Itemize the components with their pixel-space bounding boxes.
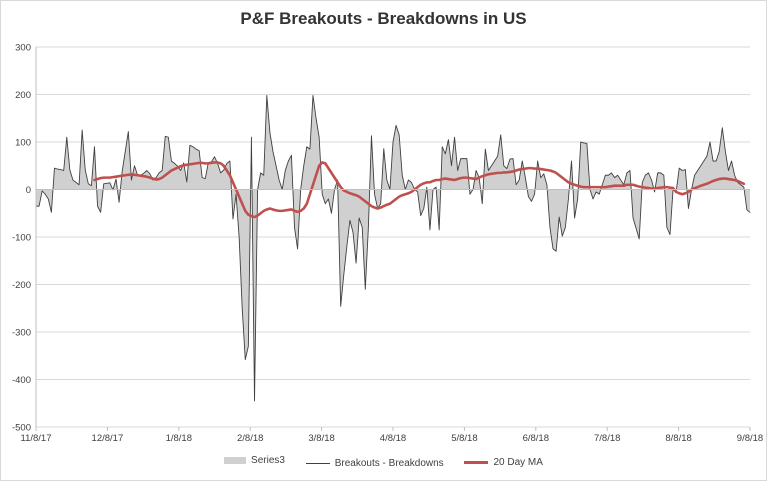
x-tick-label: 11/8/17: [21, 433, 52, 444]
x-tick-label: 4/8/18: [380, 433, 406, 444]
y-tick-label: -400: [12, 375, 31, 386]
y-tick-label: -100: [12, 233, 31, 244]
series-breakouts-breakdowns-line: [35, 95, 751, 402]
y-tick-label: -300: [12, 328, 31, 339]
y-tick-label: 0: [26, 185, 31, 196]
line-series-layer: [35, 95, 751, 402]
y-tick-label: -500: [12, 423, 31, 434]
gridlines: [36, 46, 750, 428]
legend-item-breakouts-breakdowns: Breakouts - Breakdowns: [305, 458, 444, 469]
legend-label-series3: Series3: [251, 455, 285, 466]
legend: Series3 Breakouts - Breakdowns 20 Day MA: [0, 455, 767, 469]
x-tick-label: 8/8/18: [665, 433, 691, 444]
x-tick-label: 7/8/18: [594, 433, 620, 444]
x-tick-label: 1/8/18: [166, 433, 192, 444]
y-tick-label: -200: [12, 280, 31, 291]
legend-label-breakouts-breakdowns: Breakouts - Breakdowns: [334, 458, 444, 469]
legend-swatch-series3: [224, 457, 247, 464]
x-tick-label: 5/8/18: [451, 433, 477, 444]
x-tick-label: 3/8/18: [308, 433, 334, 444]
y-tick-label: 100: [15, 138, 31, 149]
legend-swatch-20-day-ma: [464, 461, 489, 464]
area-series-layer: [36, 95, 750, 401]
axes: [35, 47, 751, 431]
y-tick-label: 200: [15, 90, 31, 101]
legend-swatch-breakouts-breakdowns: [305, 463, 330, 464]
x-tick-label: 6/8/18: [523, 433, 549, 444]
y-axis-tick-labels: -500 -400 -300 -200 -100 0 100 200 300: [12, 43, 31, 434]
x-axis-tick-labels: 11/8/17 12/8/17 1/8/18 2/8/18 3/8/18 4/8/18 5/…: [21, 433, 764, 444]
legend-item-20-day-ma: 20 Day MA: [464, 457, 543, 468]
series-20-day-ma-line: [93, 161, 746, 219]
x-tick-label: 2/8/18: [237, 433, 263, 444]
chart-title: P&F Breakouts - Breakdowns in US: [240, 9, 527, 28]
y-tick-label: 300: [15, 43, 31, 54]
legend-label-20-day-ma: 20 Day MA: [493, 457, 543, 468]
x-tick-label: 12/8/17: [92, 433, 124, 444]
x-tick-label: 9/8/18: [737, 433, 763, 444]
series-series3-area: [36, 95, 750, 401]
legend-item-series3: Series3: [224, 455, 285, 466]
